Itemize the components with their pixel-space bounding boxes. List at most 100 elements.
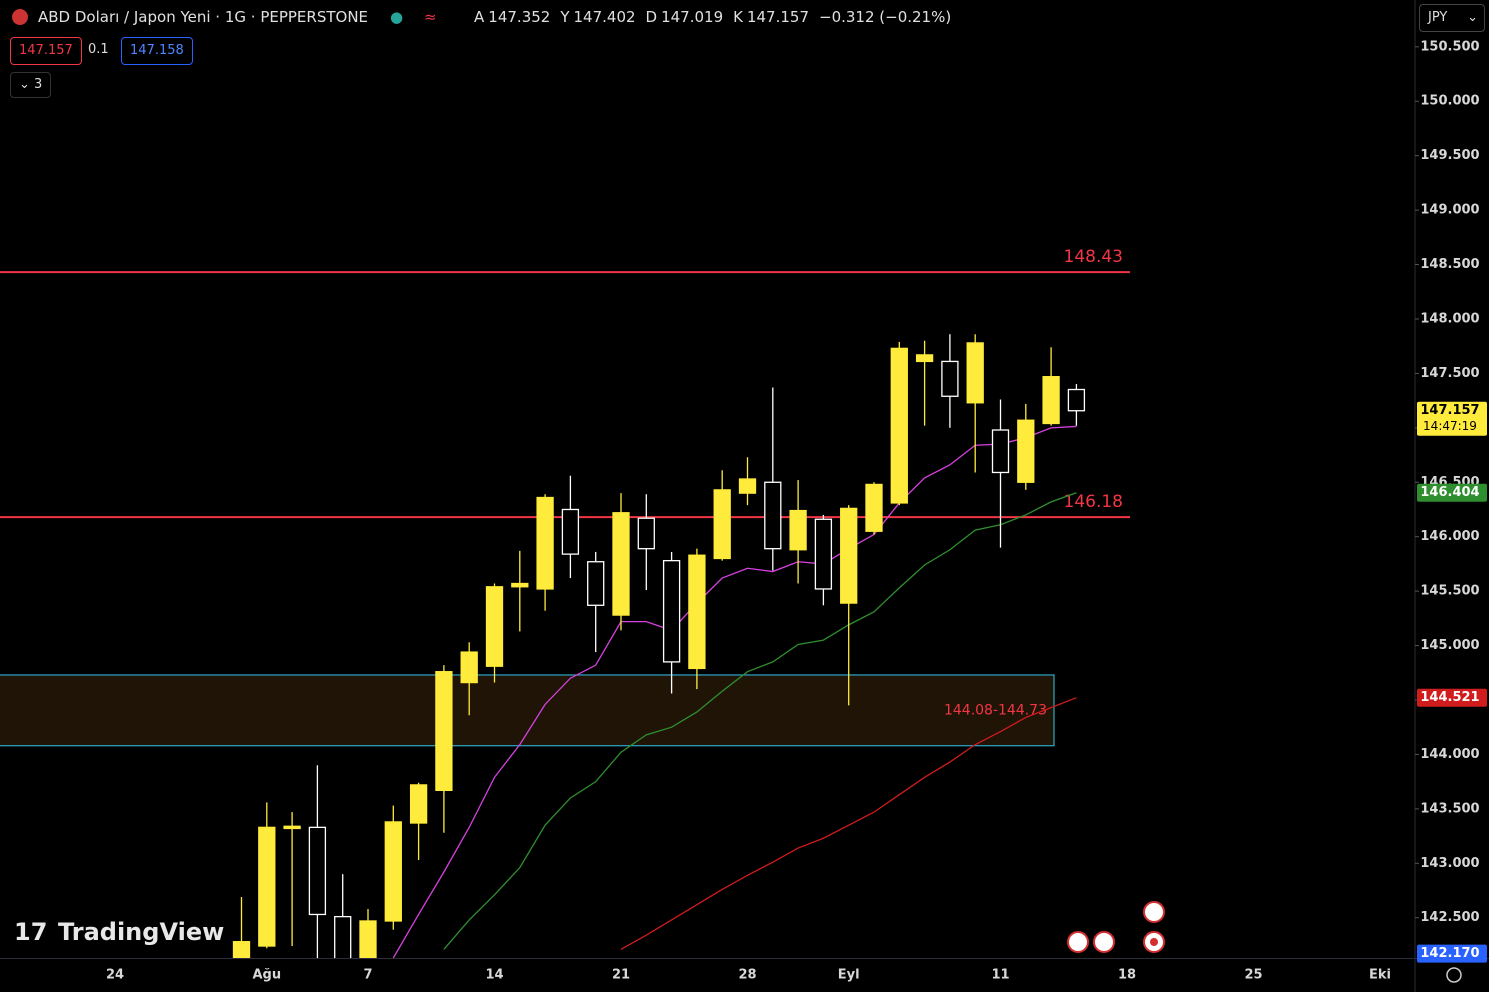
candle-body xyxy=(511,582,529,588)
currency: JPY xyxy=(1428,10,1448,25)
x-tick-label: 28 xyxy=(738,968,756,983)
candle-body xyxy=(1017,419,1035,483)
candle-body xyxy=(713,489,731,560)
candle-body xyxy=(536,496,554,590)
candle-body xyxy=(334,915,352,958)
marker-price-label-bg xyxy=(1417,944,1487,963)
candle-body xyxy=(435,671,453,792)
ohlc-value: 147.157 xyxy=(746,8,809,26)
y-tick-label: 143.500 xyxy=(1420,801,1479,816)
currency-select[interactable]: JPY ⌄ xyxy=(1419,4,1485,32)
y-tick-label: 149.000 xyxy=(1420,203,1479,218)
x-tick-label: 14 xyxy=(485,968,503,983)
ohlc-label: D xyxy=(645,8,658,26)
header: ABD Doları / Japon Yeni · 1G · PEPPERSTO… xyxy=(0,0,955,34)
zone-label: 144.08-144.73 xyxy=(944,702,1047,718)
candle-body xyxy=(308,826,327,916)
y-tick-label: 148.000 xyxy=(1420,311,1479,326)
y-tick-label: 150.500 xyxy=(1420,39,1479,54)
y-tick-label: 145.000 xyxy=(1420,638,1479,653)
candle-body xyxy=(359,920,377,958)
change: −0.312 (−0.21%) xyxy=(819,8,952,26)
candle-body xyxy=(840,507,858,604)
event-flag[interactable] xyxy=(1093,931,1115,953)
y-tick-label: 142.500 xyxy=(1420,910,1479,925)
ma-price-label-bg xyxy=(1417,483,1487,502)
status-wave: ≈ xyxy=(424,8,437,26)
ma-line xyxy=(620,697,1077,950)
candle-body xyxy=(384,821,402,922)
candle-body xyxy=(865,483,883,532)
y-tick-label: 144.000 xyxy=(1420,747,1479,762)
y-tick-label: 148.500 xyxy=(1420,257,1479,272)
x-tick-label: 21 xyxy=(612,968,630,983)
last-price-label-bg xyxy=(1417,401,1487,436)
candle-body xyxy=(890,347,908,504)
zone xyxy=(0,674,1055,747)
event-flag[interactable] xyxy=(1067,931,1089,953)
candle-body xyxy=(738,478,757,494)
status-dot: ● xyxy=(390,8,404,26)
candle-body xyxy=(587,561,605,606)
indicators-toggle[interactable]: ⌄ 3 xyxy=(10,72,52,98)
ohlc-value: 147.352 xyxy=(488,8,551,26)
plot-area: 144.08-144.73 148.43 146.18 xyxy=(0,247,1130,958)
candle-body xyxy=(460,651,478,684)
candle-body xyxy=(966,342,984,404)
x-tick-label: Ağu xyxy=(252,968,281,983)
chevron: ⌄ xyxy=(1467,10,1478,25)
candle-body xyxy=(283,825,301,830)
logo: TradingView xyxy=(58,918,224,946)
ma-price-label: 146.404 xyxy=(1420,485,1479,500)
symbol[interactable]: ABD Doları / Japon Yeni · 1G · PEPPERSTO… xyxy=(38,8,369,26)
y-tick-label: 147.500 xyxy=(1420,366,1479,381)
level-label: 146.18 xyxy=(1064,492,1123,512)
x-tick-label: Eki xyxy=(1369,968,1391,983)
chevron: ⌄ xyxy=(19,77,35,92)
countdown: 14:47:19 xyxy=(1423,419,1477,433)
y-tick-label: 143.000 xyxy=(1420,856,1479,871)
marker-price-label: 142.170 xyxy=(1420,946,1479,961)
spread: 0.1 xyxy=(88,42,109,57)
candle-body xyxy=(789,509,807,551)
x-tick-label: 7 xyxy=(363,968,372,983)
buy-button[interactable]: 147.158 xyxy=(121,37,193,65)
candle-body xyxy=(485,586,504,667)
ma-line xyxy=(443,492,1077,950)
candle-body xyxy=(688,554,706,670)
candle-body xyxy=(1067,388,1086,412)
x-tick-label: 11 xyxy=(991,968,1009,983)
candle-body xyxy=(991,429,1010,474)
ma-line xyxy=(392,425,1077,958)
candle-body xyxy=(232,941,251,958)
ma-price-label: 144.521 xyxy=(1420,690,1479,705)
candle-body xyxy=(814,518,833,590)
x-tick-label: 18 xyxy=(1118,968,1136,983)
event-flag[interactable] xyxy=(1143,901,1165,923)
ma-price-label-bg xyxy=(1417,688,1487,707)
candle-body xyxy=(637,517,655,550)
settings-icon[interactable] xyxy=(1446,967,1462,983)
candle-body xyxy=(915,354,934,363)
axes: 142.500143.000143.500144.000144.500145.0… xyxy=(106,39,1480,982)
indicators-count: 3 xyxy=(34,77,43,92)
x-tick-label: 24 xyxy=(106,968,124,983)
ohlc-label: Y xyxy=(560,8,570,26)
candle-body xyxy=(258,826,276,947)
candle-body xyxy=(561,508,580,555)
y-tick-label: 150.000 xyxy=(1420,94,1479,109)
candle-body xyxy=(662,559,681,663)
sell-button[interactable]: 147.157 xyxy=(10,37,82,65)
price-labels: 147.013146.404144.521142.170147.15714:47… xyxy=(1417,401,1487,963)
ohlc-label: A xyxy=(474,8,485,26)
symbol-icon xyxy=(12,9,28,25)
event-marker-dot xyxy=(1150,938,1158,946)
y-tick-label: 149.500 xyxy=(1420,148,1479,163)
ohlc-label: K xyxy=(733,8,743,26)
x-tick-label: 25 xyxy=(1244,968,1262,983)
y-tick-label: 145.500 xyxy=(1420,584,1479,599)
level-label: 148.43 xyxy=(1064,247,1123,267)
last-price-label: 147.157 xyxy=(1420,403,1479,418)
